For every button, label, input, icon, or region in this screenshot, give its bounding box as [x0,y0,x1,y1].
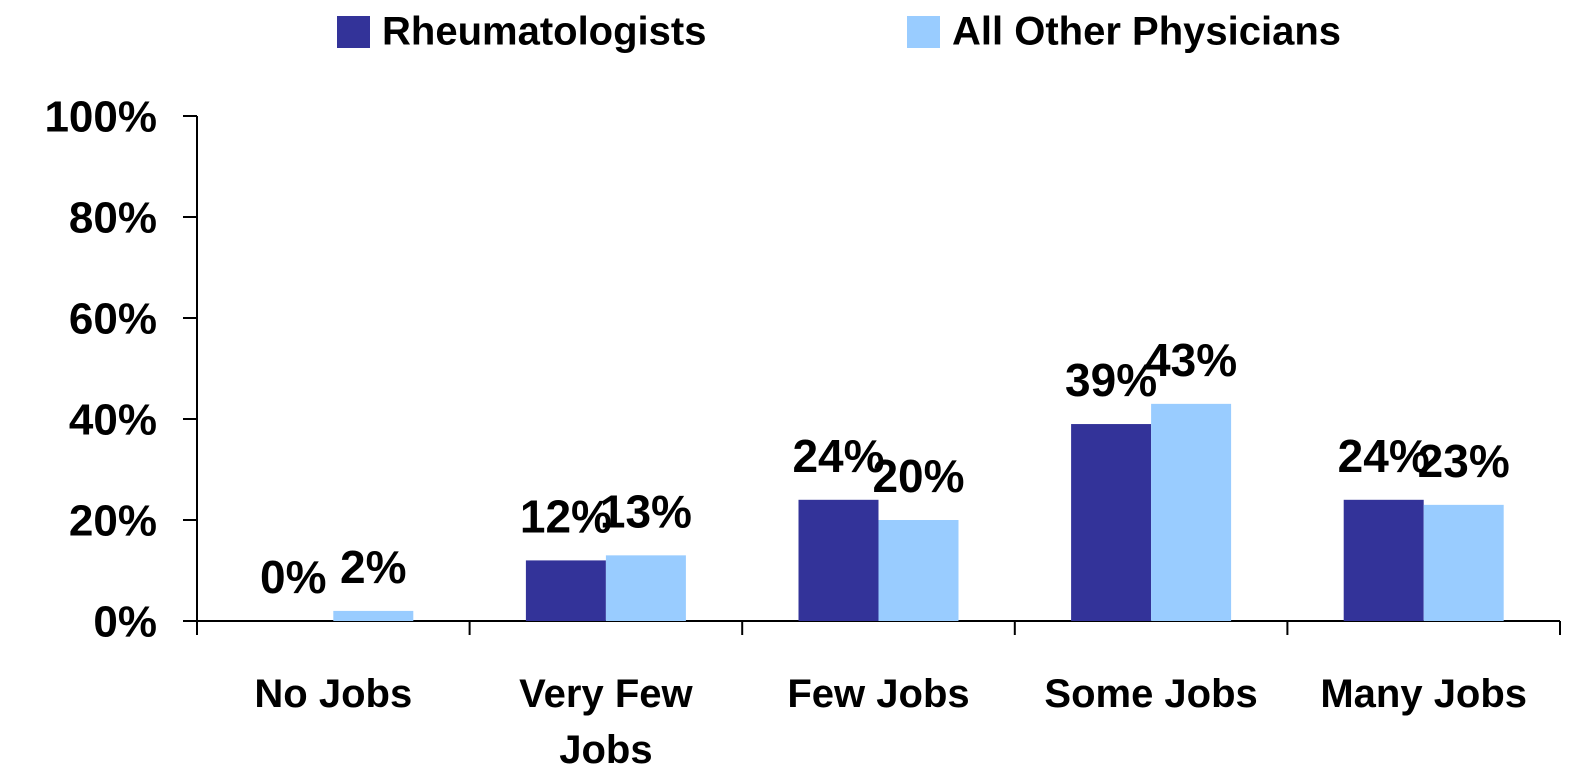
x-tick-label: No Jobs [254,672,413,716]
legend-swatch [907,16,940,48]
x-tick-label: Many Jobs [1320,672,1528,716]
data-label: 12% [520,491,612,543]
y-tick-label: 40% [69,396,157,445]
bar [798,499,879,621]
data-label: 2% [340,541,406,593]
y-tick-label: 60% [69,295,157,344]
y-tick-label: 20% [69,497,157,546]
bar [1423,504,1504,621]
bar [1071,424,1152,621]
bar [525,560,606,621]
data-label: 20% [872,450,964,502]
data-label: 43% [1145,334,1237,386]
data-label: 0% [260,551,326,603]
y-tick-label: 80% [69,194,157,243]
data-label: 24% [1338,430,1430,482]
x-tick-label: Very Few Jobs [519,672,693,772]
data-label: 23% [1418,435,1510,487]
bar [333,610,414,621]
y-tick-label: 0% [93,598,157,647]
legend-label: Rheumatologists [382,10,706,54]
y-tick-label: 100% [44,93,157,142]
bar [605,555,686,621]
data-label: 39% [1065,354,1157,406]
bar [878,520,959,621]
x-tick-label: Few Jobs [787,672,970,716]
legend-label: All Other Physicians [952,10,1341,54]
x-tick-label: Some Jobs [1044,672,1258,716]
data-label: 13% [600,486,692,538]
bar [1343,499,1424,621]
data-label: 24% [792,430,884,482]
legend-swatch [337,16,370,48]
bar [1151,403,1232,621]
